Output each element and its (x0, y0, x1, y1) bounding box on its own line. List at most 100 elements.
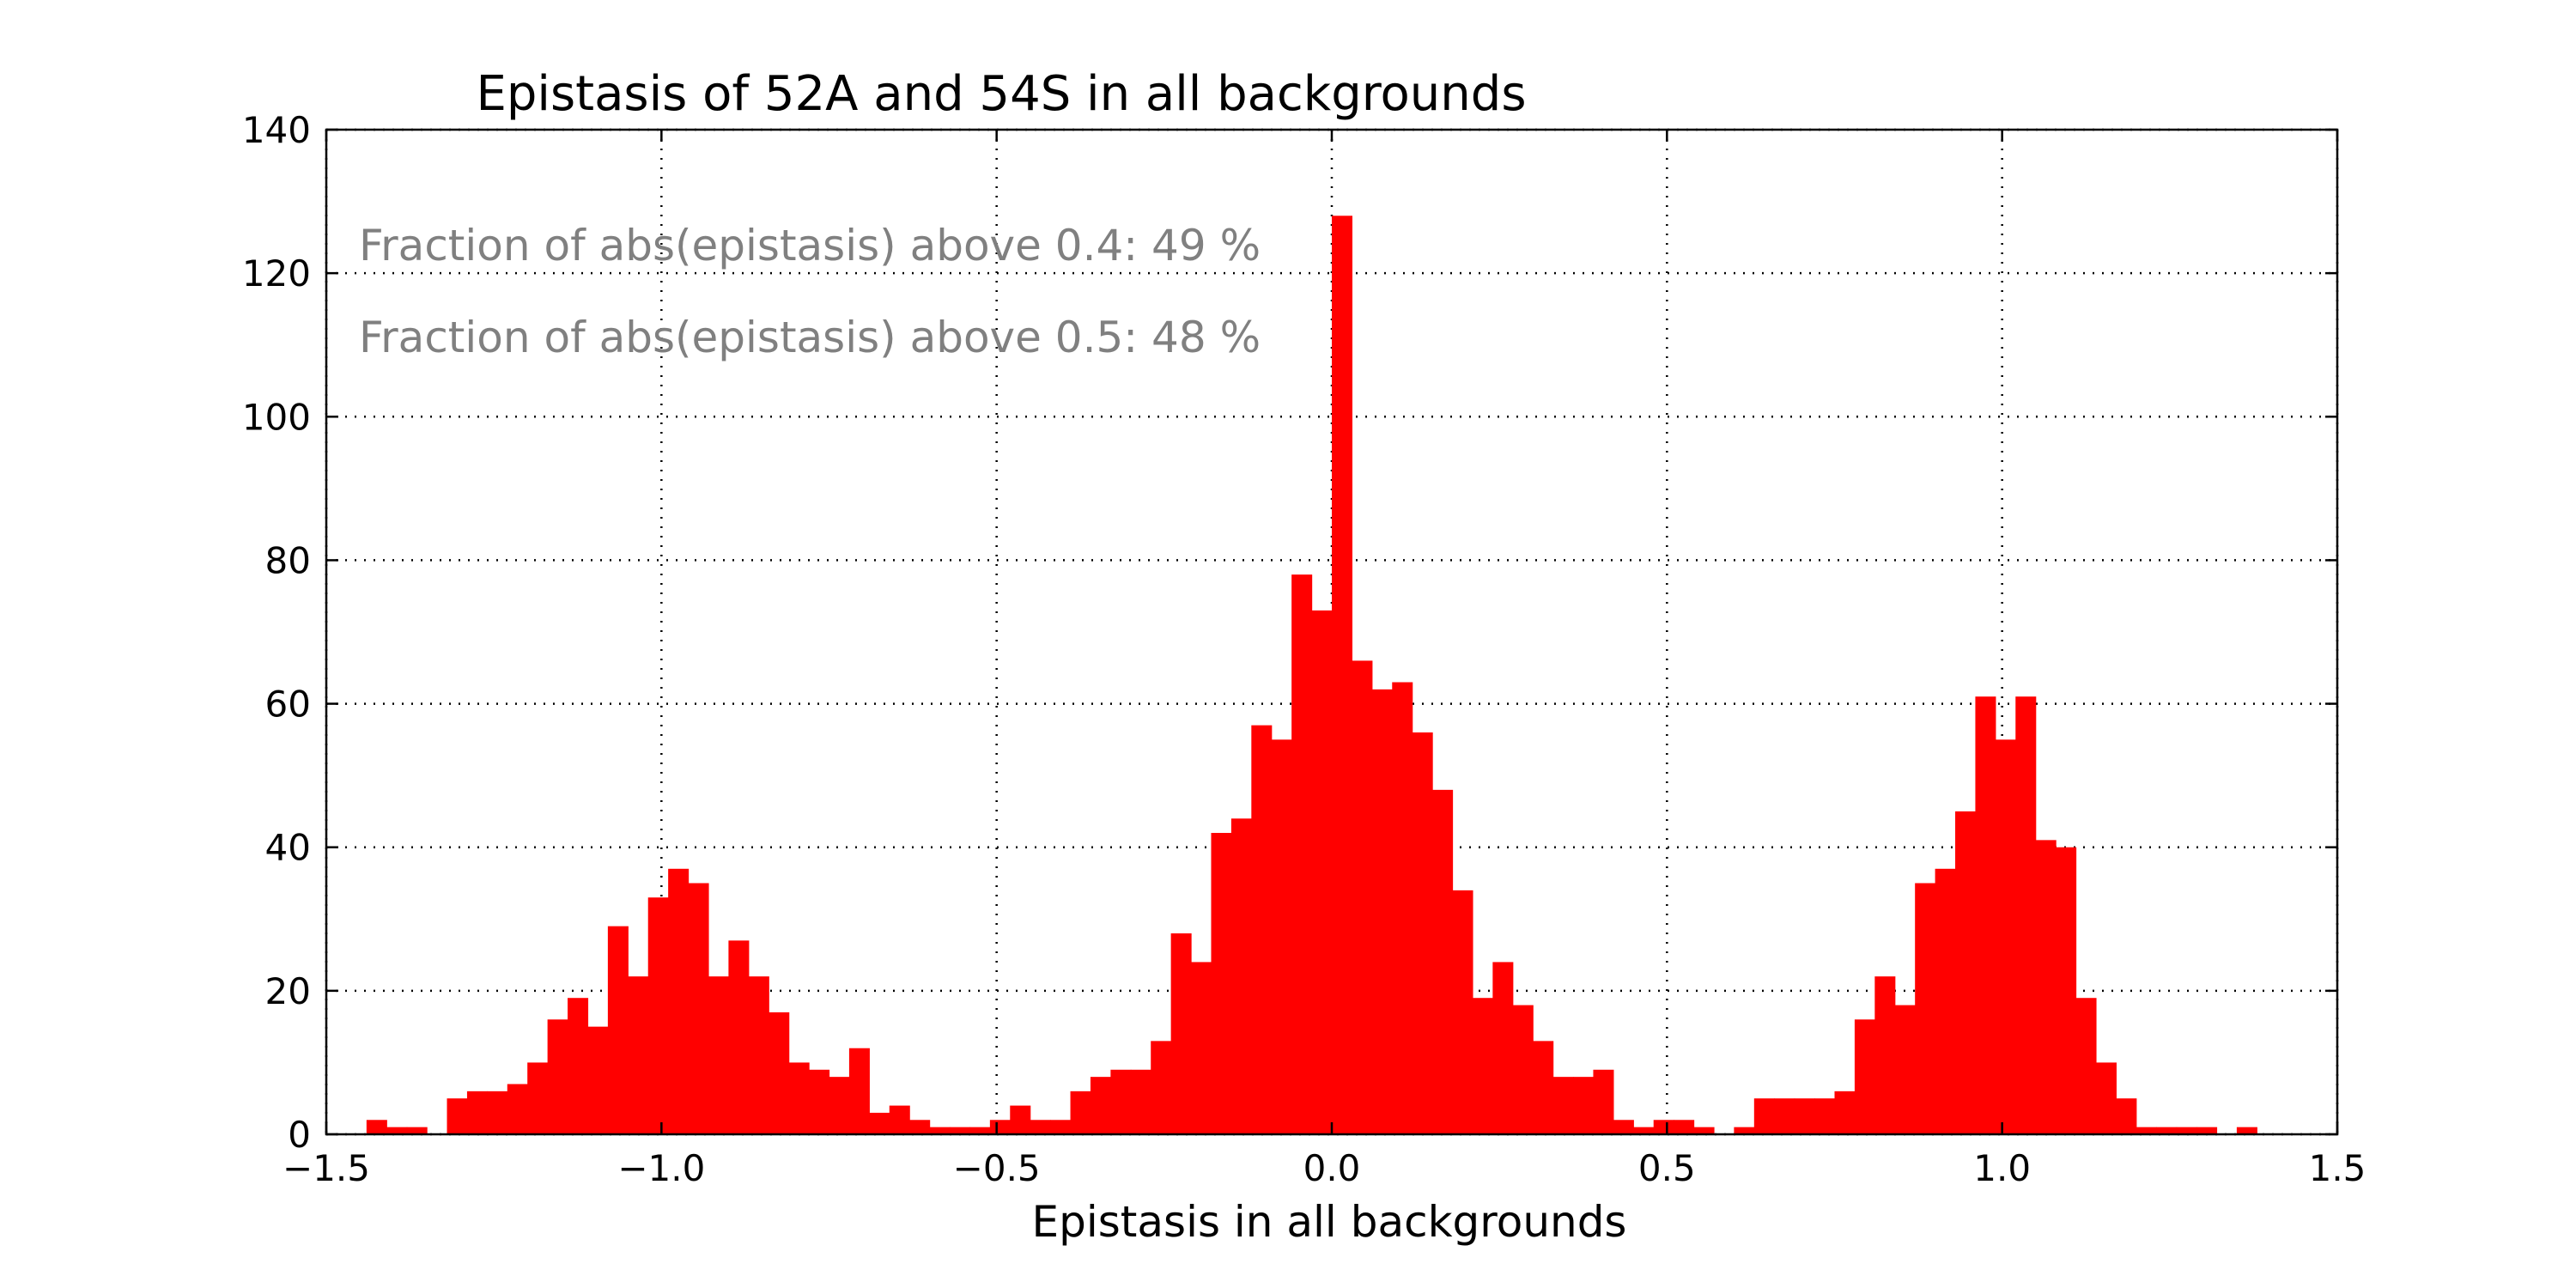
y-tick-label: 20 (265, 970, 311, 1012)
histogram-bar (1573, 1077, 1595, 1134)
histogram-bar (647, 897, 669, 1134)
histogram-bar (527, 1062, 549, 1134)
histogram-bar (2136, 1127, 2157, 1134)
x-axis-label: Epistasis in all backgrounds (1032, 1197, 1627, 1247)
histogram-bar (366, 1120, 387, 1134)
histogram-bar (1955, 811, 1977, 1134)
histogram-bar (1593, 1069, 1614, 1134)
histogram-bar (628, 976, 649, 1134)
histogram-bar (788, 1062, 810, 1134)
histogram-bar (1151, 1041, 1172, 1134)
histogram-bar (1352, 660, 1373, 1134)
histogram-bar (547, 1019, 568, 1134)
histogram-bar (1734, 1127, 1755, 1134)
histogram-bar (1533, 1041, 1554, 1134)
histogram-bar (1030, 1120, 1051, 1134)
histogram-bar (909, 1120, 931, 1134)
chart-title: Epistasis of 52A and 54S in all backgrou… (476, 66, 1526, 122)
x-tick-label: 0.0 (1303, 1147, 1361, 1189)
histogram-bar (1452, 890, 1473, 1134)
histogram-bar (2056, 847, 2077, 1134)
y-tick-label: 80 (265, 539, 311, 581)
histogram-bar (668, 868, 690, 1134)
histogram-bar (1090, 1077, 1111, 1134)
histogram-bar (1814, 1098, 1836, 1134)
histogram-bar (1834, 1091, 1856, 1134)
histogram-bar (2116, 1098, 2137, 1134)
histogram-bar (447, 1098, 468, 1134)
annotation-threshold-0-5: Fraction of abs(epistasis) above 0.5: 48… (359, 313, 1261, 362)
histogram-bar (1472, 998, 1493, 1134)
histogram-bar (2095, 1062, 2117, 1134)
histogram-bar (406, 1127, 428, 1134)
y-tick-label: 120 (242, 252, 311, 295)
histogram-bar (1392, 682, 1413, 1134)
y-tick-label: 40 (265, 827, 311, 869)
histogram-bar (708, 976, 729, 1134)
histogram-bar (1512, 1005, 1534, 1134)
histogram-bar (1894, 1005, 1916, 1134)
histogram-bar (728, 940, 750, 1134)
histogram-bar (1915, 883, 1936, 1134)
x-tick-label: −1.0 (617, 1147, 705, 1189)
histogram-bar (487, 1091, 508, 1134)
histogram-bar (1975, 696, 1996, 1134)
histogram-bar (1191, 962, 1212, 1134)
histogram-bar (1633, 1127, 1655, 1134)
x-tick-label: −1.5 (283, 1147, 370, 1189)
histogram-bar (1170, 933, 1192, 1134)
histogram-bar (1432, 789, 1454, 1134)
histogram-bar (769, 1012, 790, 1134)
histogram-bar (1774, 1098, 1795, 1134)
histogram-bar (748, 976, 769, 1134)
axis-ticks: −1.5 −1.0 −0.5 0.0 0.5 1.0 1.5 0 20 40 60 80 100 120 1… (242, 109, 2366, 1189)
histogram-bar (1371, 689, 1393, 1134)
y-tick-label: 60 (265, 683, 311, 726)
histogram-bar (1674, 1120, 1695, 1134)
histogram-bar (1492, 962, 1514, 1134)
histogram-bar (688, 883, 709, 1134)
histogram-bar (2196, 1127, 2218, 1134)
histogram-bars (366, 216, 2257, 1134)
histogram-bar (2156, 1127, 2178, 1134)
histogram-bar (1230, 818, 1252, 1134)
histogram-bar (607, 926, 629, 1134)
histogram-bar (950, 1127, 971, 1134)
histogram-bar (829, 1077, 850, 1134)
histogram-bar (989, 1120, 1011, 1134)
histogram-bar (1211, 833, 1232, 1134)
histogram-bar (889, 1105, 910, 1134)
x-tick-label: −0.5 (953, 1147, 1041, 1189)
histogram-bar (1753, 1098, 1775, 1134)
histogram-bar (848, 1048, 870, 1134)
histogram-bar (587, 1026, 609, 1134)
histogram-bar (466, 1091, 488, 1134)
x-tick-label: 1.5 (2309, 1147, 2366, 1189)
x-tick-label: 1.0 (1973, 1147, 2031, 1189)
histogram-bar (1070, 1091, 1091, 1134)
histogram-bar (2176, 1127, 2197, 1134)
y-tick-label: 0 (288, 1114, 311, 1156)
histogram-bar (1935, 868, 1956, 1134)
histogram-bar (2075, 998, 2097, 1134)
histogram-bar (1291, 574, 1313, 1134)
y-tick-label: 100 (242, 396, 311, 438)
histogram-bar (1854, 1019, 1875, 1134)
histogram-bar (507, 1084, 528, 1134)
histogram-bar (1613, 1120, 1634, 1134)
histogram-bar (1332, 216, 1353, 1134)
annotation-threshold-0-4: Fraction of abs(epistasis) above 0.4: 49… (359, 221, 1261, 270)
histogram-bar (929, 1127, 951, 1134)
histogram-bar (1995, 739, 2016, 1134)
histogram-bar (1251, 725, 1273, 1134)
histogram-bar (1050, 1120, 1072, 1134)
histogram-bar (1412, 732, 1433, 1134)
histogram-bar (1653, 1120, 1674, 1134)
histogram-bar (1693, 1127, 1715, 1134)
histogram-bar (1794, 1098, 1815, 1134)
histogram-bar (809, 1069, 830, 1134)
histogram-bar (2015, 696, 2037, 1134)
histogram-bar (2236, 1127, 2257, 1134)
y-tick-label: 140 (242, 109, 311, 151)
